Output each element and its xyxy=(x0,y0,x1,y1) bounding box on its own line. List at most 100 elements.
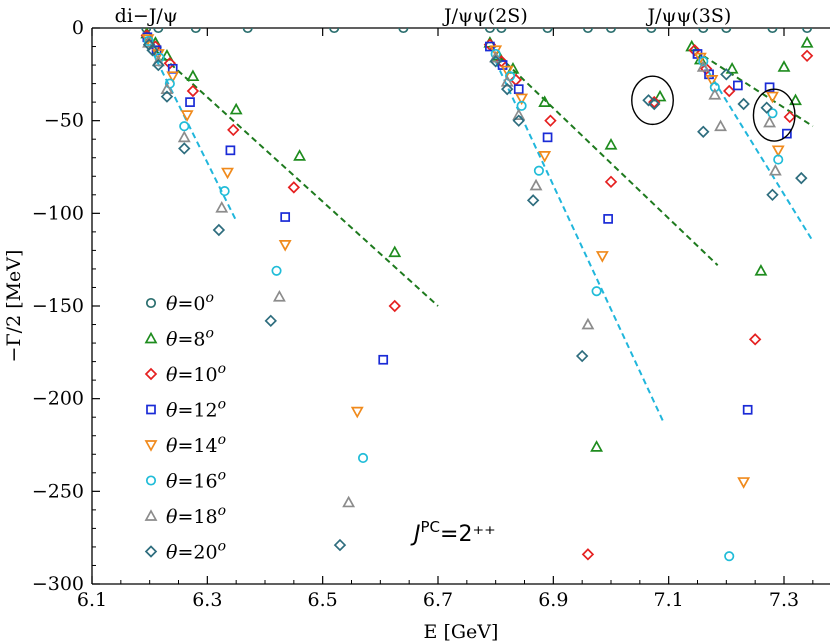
data-point xyxy=(212,223,226,237)
data-point xyxy=(766,188,779,202)
y-tick-label: −200 xyxy=(32,388,84,410)
data-point xyxy=(516,100,527,111)
data-point xyxy=(513,84,524,95)
series-theta-8 xyxy=(140,28,814,452)
data-point xyxy=(542,28,553,34)
data-point xyxy=(526,194,540,207)
data-point xyxy=(760,101,773,114)
data-point xyxy=(179,121,190,132)
data-point xyxy=(271,265,282,276)
legend-label: θ=18o xyxy=(166,503,226,528)
data-point xyxy=(221,167,234,180)
legend-marker xyxy=(144,440,158,452)
data-point xyxy=(489,50,503,63)
data-point xyxy=(724,551,735,562)
data-point xyxy=(737,97,750,111)
data-point xyxy=(293,149,307,161)
data-point xyxy=(733,80,743,91)
data-point xyxy=(688,44,701,57)
data-point xyxy=(709,82,720,93)
data-point xyxy=(512,114,525,127)
green-trend xyxy=(154,49,439,307)
data-point xyxy=(646,28,657,34)
data-point xyxy=(767,28,778,34)
y-tick-label: −250 xyxy=(32,480,84,502)
x-tick-label: 6.9 xyxy=(538,589,568,611)
data-point xyxy=(242,28,253,34)
series-theta-18 xyxy=(142,36,782,508)
resonance-ellipse-1 xyxy=(631,75,674,126)
data-point xyxy=(152,58,165,72)
data-point xyxy=(773,154,784,165)
data-point xyxy=(388,299,401,313)
x-tick-label: 7.3 xyxy=(769,589,799,611)
data-point xyxy=(544,114,557,127)
data-point xyxy=(496,28,507,34)
data-point xyxy=(153,28,164,34)
data-point xyxy=(229,102,243,115)
data-point xyxy=(648,95,661,109)
data-point xyxy=(160,90,174,103)
data-point xyxy=(648,97,661,111)
data-point xyxy=(581,317,595,330)
data-point xyxy=(146,44,159,57)
data-point xyxy=(529,178,543,191)
data-point xyxy=(763,115,777,128)
data-point xyxy=(141,28,152,34)
data-point xyxy=(789,93,802,106)
data-point xyxy=(591,286,602,297)
data-point xyxy=(795,171,808,185)
data-point xyxy=(280,212,291,222)
data-point xyxy=(604,175,618,189)
data-point xyxy=(190,28,201,34)
data-point xyxy=(538,95,552,107)
data-point xyxy=(742,404,753,415)
y-tick-label: −300 xyxy=(32,573,84,595)
data-point xyxy=(693,52,707,65)
data-point xyxy=(484,28,495,34)
data-point xyxy=(603,214,613,224)
data-point xyxy=(581,548,595,561)
data-point xyxy=(227,123,240,137)
data-point xyxy=(604,138,618,150)
legend-label: θ=16o xyxy=(166,468,226,493)
resonance-ellipse-2 xyxy=(752,88,796,142)
series-theta-16 xyxy=(143,35,784,562)
series-theta-20 xyxy=(142,38,808,552)
data-point xyxy=(512,108,526,120)
data-point xyxy=(533,165,544,176)
data-point xyxy=(163,57,177,70)
data-point xyxy=(653,89,667,102)
data-point xyxy=(166,71,180,83)
x-tick-label: 6.3 xyxy=(192,589,222,611)
data-point xyxy=(215,201,229,213)
data-point xyxy=(160,82,174,95)
data-point xyxy=(723,84,736,98)
data-point xyxy=(329,28,340,34)
legend-marker xyxy=(144,367,158,381)
data-point xyxy=(186,69,200,82)
threshold-label: di−J/ψ xyxy=(115,5,178,27)
jpc-annotation: JPC=2⁺⁺ xyxy=(410,518,496,547)
data-point xyxy=(278,239,292,252)
cyan-trend xyxy=(494,60,664,422)
axis-ticks: 6.1 6.3 6.5 6.7 6.9 7.1 7.3 0 −50 −100 −150 −200 −25… xyxy=(32,17,814,611)
series-theta-10 xyxy=(140,29,814,561)
data-point xyxy=(388,245,402,258)
x-tick-label: 6.1 xyxy=(77,589,107,611)
threshold-label: J/ψψ(2S) xyxy=(442,5,528,27)
legend-marker xyxy=(144,331,158,344)
data-point xyxy=(582,28,593,34)
data-point xyxy=(697,125,710,138)
series-theta-14 xyxy=(141,34,785,489)
data-point xyxy=(333,538,347,552)
data-point xyxy=(272,289,286,302)
data-point xyxy=(515,93,529,106)
legend-label: θ=8o xyxy=(166,326,214,351)
y-tick-label: −150 xyxy=(32,295,84,317)
data-point xyxy=(590,440,604,452)
y-tick-label: −100 xyxy=(32,202,84,224)
legend-label: θ=0o xyxy=(166,290,214,315)
data-point xyxy=(489,55,502,68)
